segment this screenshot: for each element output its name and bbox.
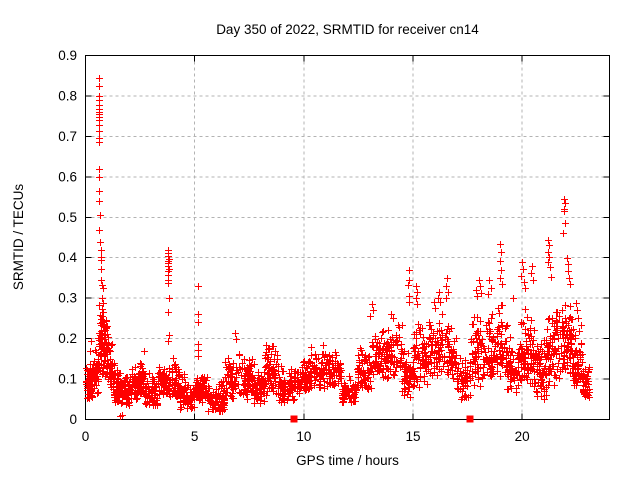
chart-title: Day 350 of 2022, SRMTID for receiver cn1…: [216, 22, 479, 37]
y-tick-label: 0.5: [58, 210, 77, 225]
x-axis-label: GPS time / hours: [296, 453, 399, 468]
plot-border: [85, 55, 610, 420]
x-tick-label: 5: [191, 429, 199, 444]
y-tick-label: 0.6: [58, 169, 77, 184]
y-tick-label: 0.3: [58, 291, 77, 306]
y-tick-label: 0.1: [58, 372, 77, 387]
y-tick-label: 0.9: [58, 48, 77, 63]
tick-marks: [85, 55, 610, 420]
axis-square-marker: [466, 415, 474, 423]
x-tick-label: 10: [296, 429, 311, 444]
y-tick-label: 0: [69, 412, 77, 427]
y-tick-label: 0.4: [58, 250, 77, 265]
y-tick-label: 0.7: [58, 129, 77, 144]
y-tick-label: 0.2: [58, 331, 77, 346]
gridlines: [85, 55, 610, 420]
axis-square-marker: [290, 415, 298, 423]
y-tick-label: 0.8: [58, 88, 77, 103]
scatter-points: [83, 75, 593, 420]
x-tick-label: 15: [405, 429, 420, 444]
x-tick-label: 0: [82, 429, 90, 444]
x-tick-label: 20: [515, 429, 530, 444]
